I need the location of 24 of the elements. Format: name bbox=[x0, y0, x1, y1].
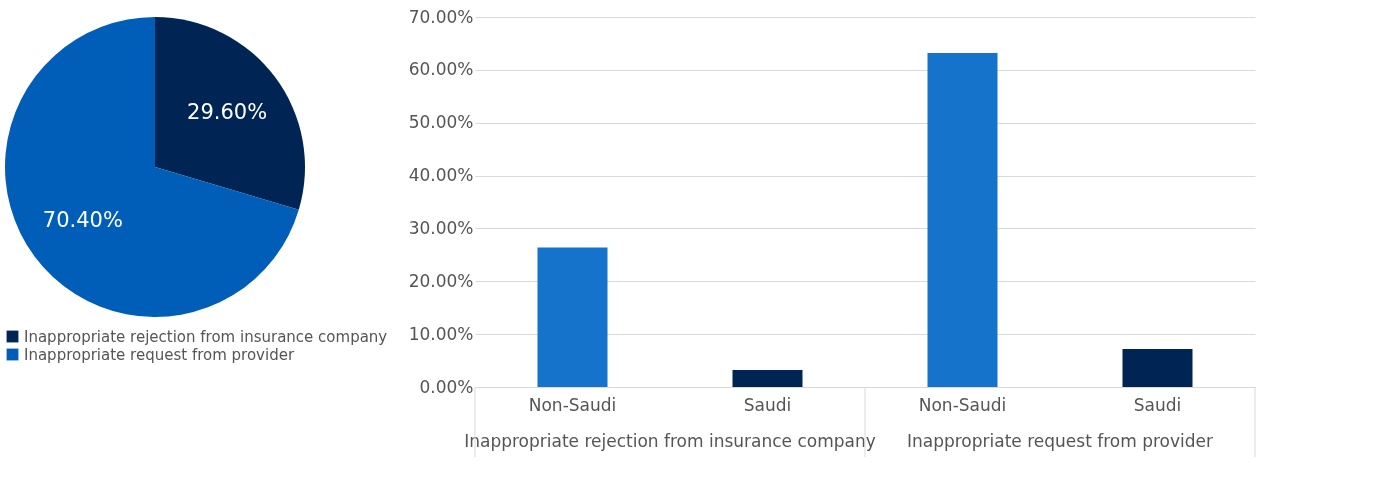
x-tick-label: Non-Saudi bbox=[528, 394, 617, 415]
x-tick-label: Saudi bbox=[1133, 394, 1182, 415]
pie-slice bbox=[155, 17, 305, 210]
y-tick-label: 50.00% bbox=[408, 112, 474, 133]
data-label: 29.60% bbox=[187, 100, 268, 125]
bar bbox=[732, 370, 803, 387]
y-tick-label: 60.00% bbox=[408, 59, 474, 80]
text: Inappropriate rejection from insurance company bbox=[464, 431, 876, 451]
x-tick-label: Saudi bbox=[743, 394, 792, 415]
y-tick-label: 0.00% bbox=[419, 376, 474, 397]
bar bbox=[1122, 348, 1193, 387]
y-tick-label: 10.00% bbox=[408, 323, 474, 344]
text: Inappropriate request from provider bbox=[906, 431, 1214, 451]
data-label: 70.40% bbox=[42, 207, 123, 232]
pie-slice bbox=[5, 17, 299, 317]
y-tick-label: 40.00% bbox=[408, 165, 474, 186]
bar bbox=[927, 52, 998, 387]
y-tick-label: 70.00% bbox=[408, 6, 474, 27]
legend-label: Inappropriate rejection from insurance company bbox=[24, 327, 388, 346]
y-tick-label: 20.00% bbox=[408, 270, 474, 291]
x-tick-label: Non-Saudi bbox=[918, 394, 1007, 415]
legend-label: Inappropriate request from provider bbox=[24, 345, 295, 364]
y-tick-label: 30.00% bbox=[408, 217, 474, 238]
bar bbox=[537, 247, 608, 387]
